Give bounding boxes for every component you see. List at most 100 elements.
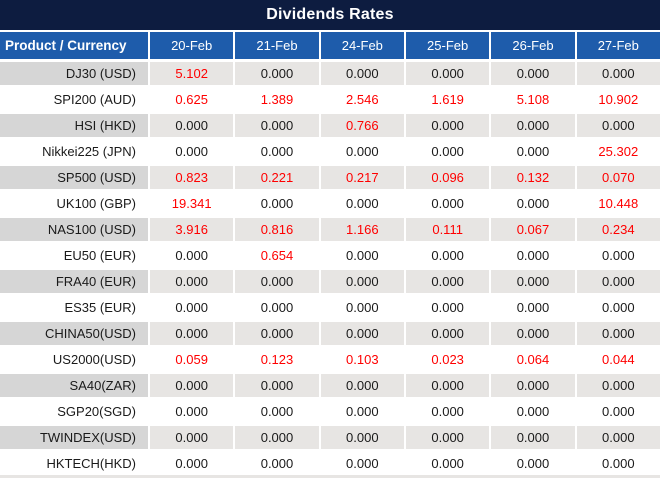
table-row: UK100 (GBP) 19.341 0.000 0.000 0.000 0.000 10.… xyxy=(0,192,660,215)
value-cell: 0.070 xyxy=(574,166,660,189)
product-label: SP500 (USD) xyxy=(0,166,148,189)
table-row: US2000(USD) 0.059 0.123 0.103 0.023 0.064 0.04… xyxy=(0,348,660,371)
value-cell: 0.000 xyxy=(148,244,234,267)
value-cell: 2.546 xyxy=(318,88,404,111)
product-label: SPI200 (AUD) xyxy=(0,88,148,111)
header-date: 26-Feb xyxy=(489,32,575,59)
product-label: EU50 (EUR) xyxy=(0,244,148,267)
value-cell: 0.123 xyxy=(233,348,319,371)
table-title: Dividends Rates xyxy=(0,0,660,30)
value-cell: 0.000 xyxy=(574,244,660,267)
value-cell: 0.000 xyxy=(318,140,404,163)
value-cell: 0.000 xyxy=(489,270,575,293)
value-cell: 0.132 xyxy=(489,166,575,189)
table-row: NAS100 (USD) 3.916 0.816 1.166 0.111 0.067 0.2… xyxy=(0,218,660,241)
product-label: Nikkei225 (JPN) xyxy=(0,140,148,163)
value-cell: 0.000 xyxy=(574,322,660,345)
value-cell: 0.000 xyxy=(318,322,404,345)
table-body: DJ30 (USD) 5.102 0.000 0.000 0.000 0.000 0.000… xyxy=(0,62,660,475)
product-label: ES35 (EUR) xyxy=(0,296,148,319)
value-cell: 0.064 xyxy=(489,348,575,371)
header-date: 20-Feb xyxy=(148,32,234,59)
value-cell: 5.108 xyxy=(489,88,575,111)
value-cell: 0.000 xyxy=(489,62,575,85)
value-cell: 0.000 xyxy=(318,374,404,397)
value-cell: 0.000 xyxy=(318,400,404,423)
value-cell: 0.023 xyxy=(403,348,490,371)
value-cell: 0.000 xyxy=(233,374,319,397)
value-cell: 0.816 xyxy=(233,218,319,241)
table-row: CHINA50(USD) 0.000 0.000 0.000 0.000 0.000 0.0… xyxy=(0,322,660,345)
value-cell: 0.000 xyxy=(574,62,660,85)
value-cell: 0.000 xyxy=(403,62,490,85)
product-label: US2000(USD) xyxy=(0,348,148,371)
value-cell: 0.000 xyxy=(318,192,404,215)
value-cell: 0.059 xyxy=(148,348,234,371)
header-date: 21-Feb xyxy=(233,32,319,59)
value-cell: 0.000 xyxy=(318,62,404,85)
value-cell: 0.000 xyxy=(574,270,660,293)
value-cell: 0.000 xyxy=(403,114,490,137)
value-cell: 0.000 xyxy=(574,452,660,475)
value-cell: 0.000 xyxy=(233,192,319,215)
value-cell: 10.902 xyxy=(574,88,660,111)
value-cell: 0.000 xyxy=(318,452,404,475)
value-cell: 0.000 xyxy=(403,400,490,423)
product-label: TWINDEX(USD) xyxy=(0,426,148,449)
value-cell: 0.000 xyxy=(148,322,234,345)
value-cell: 0.217 xyxy=(318,166,404,189)
value-cell: 0.111 xyxy=(403,218,490,241)
table-row: EU50 (EUR) 0.000 0.654 0.000 0.000 0.000 0.000 xyxy=(0,244,660,267)
value-cell: 19.341 xyxy=(148,192,234,215)
value-cell: 0.000 xyxy=(403,296,490,319)
value-cell: 0.000 xyxy=(148,400,234,423)
product-label: FRA40 (EUR) xyxy=(0,270,148,293)
product-label: SGP20(SGD) xyxy=(0,400,148,423)
table-row: HSI (HKD) 0.000 0.000 0.766 0.000 0.000 0.000 xyxy=(0,114,660,137)
table-row: FRA40 (EUR) 0.000 0.000 0.000 0.000 0.000 0.00… xyxy=(0,270,660,293)
table-row: DJ30 (USD) 5.102 0.000 0.000 0.000 0.000 0.000 xyxy=(0,62,660,85)
value-cell: 0.625 xyxy=(148,88,234,111)
table-row: HKTECH(HKD) 0.000 0.000 0.000 0.000 0.000 0.00… xyxy=(0,452,660,475)
value-cell: 0.000 xyxy=(489,140,575,163)
value-cell: 0.000 xyxy=(403,192,490,215)
value-cell: 0.000 xyxy=(318,296,404,319)
header-date: 24-Feb xyxy=(318,32,404,59)
table-row: SP500 (USD) 0.823 0.221 0.217 0.096 0.132 0.07… xyxy=(0,166,660,189)
product-label: UK100 (GBP) xyxy=(0,192,148,215)
value-cell: 0.221 xyxy=(233,166,319,189)
value-cell: 0.000 xyxy=(233,400,319,423)
value-cell: 0.000 xyxy=(148,426,234,449)
value-cell: 1.619 xyxy=(403,88,490,111)
value-cell: 1.389 xyxy=(233,88,319,111)
value-cell: 10.448 xyxy=(574,192,660,215)
value-cell: 0.000 xyxy=(233,296,319,319)
header-date: 27-Feb xyxy=(574,32,660,59)
table-row: ES35 (EUR) 0.000 0.000 0.000 0.000 0.000 0.000 xyxy=(0,296,660,319)
value-cell: 0.000 xyxy=(318,270,404,293)
table-row: SPI200 (AUD) 0.625 1.389 2.546 1.619 5.108 10.… xyxy=(0,88,660,111)
table-row: SGP20(SGD) 0.000 0.000 0.000 0.000 0.000 0.000 xyxy=(0,400,660,423)
value-cell: 0.000 xyxy=(403,270,490,293)
product-label: CHINA50(USD) xyxy=(0,322,148,345)
value-cell: 1.166 xyxy=(318,218,404,241)
value-cell: 0.000 xyxy=(233,452,319,475)
product-label: SA40(ZAR) xyxy=(0,374,148,397)
value-cell: 0.000 xyxy=(233,62,319,85)
value-cell: 0.000 xyxy=(574,296,660,319)
value-cell: 0.000 xyxy=(403,244,490,267)
value-cell: 0.000 xyxy=(489,244,575,267)
value-cell: 0.000 xyxy=(403,374,490,397)
value-cell: 0.823 xyxy=(148,166,234,189)
header-row: Product / Currency 20-Feb 21-Feb 24-Feb 25-… xyxy=(0,32,660,59)
value-cell: 0.000 xyxy=(148,296,234,319)
value-cell: 25.302 xyxy=(574,140,660,163)
value-cell: 0.000 xyxy=(148,114,234,137)
value-cell: 0.000 xyxy=(233,322,319,345)
value-cell: 0.000 xyxy=(233,270,319,293)
value-cell: 0.000 xyxy=(148,452,234,475)
value-cell: 0.000 xyxy=(403,140,490,163)
value-cell: 0.000 xyxy=(489,400,575,423)
header-date: 25-Feb xyxy=(403,32,490,59)
